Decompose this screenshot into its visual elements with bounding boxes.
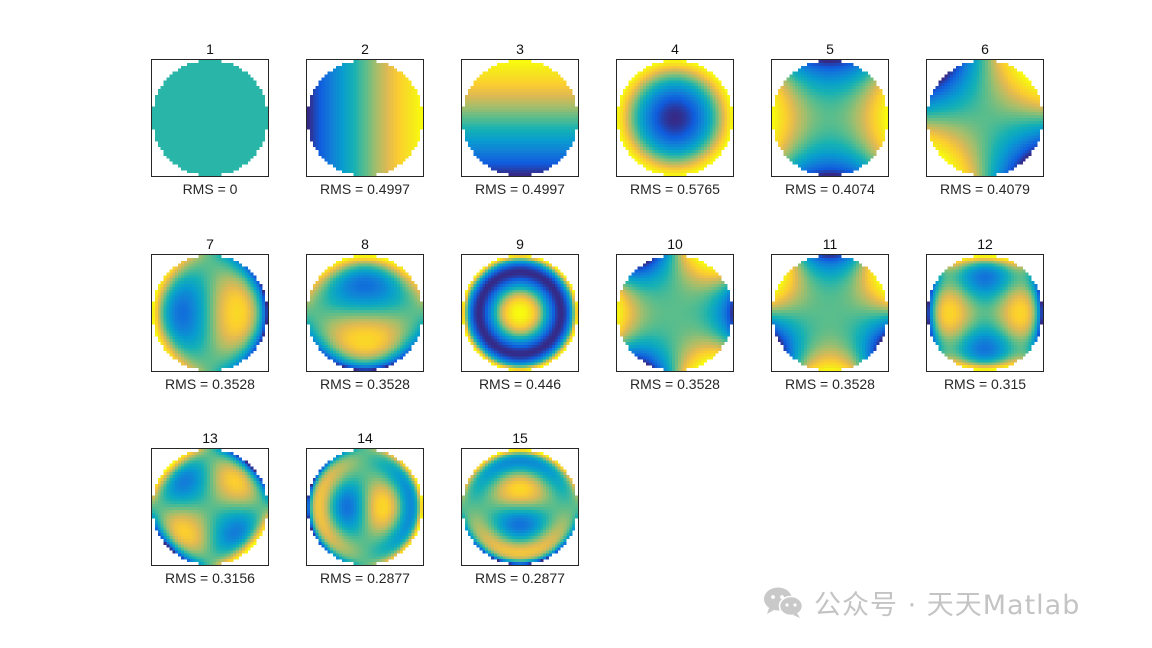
subplot-axes: [926, 59, 1044, 177]
subplot-title: 15: [512, 430, 528, 446]
subplot-10: 10 RMS = 0.3528: [616, 236, 734, 392]
subplot-3: 3 RMS = 0.4997: [461, 41, 579, 197]
subplot-title: 9: [516, 236, 524, 252]
zernike-surface: [772, 255, 888, 371]
subplot-title: 10: [667, 236, 683, 252]
subplot-title: 5: [826, 41, 834, 57]
rms-label: RMS = 0.446: [478, 376, 562, 392]
zernike-surface: [307, 449, 423, 565]
subplot-8: 8 RMS = 0.3528: [306, 236, 424, 392]
rms-label: RMS = 0.5765: [630, 181, 720, 197]
zernike-surface: [617, 255, 733, 371]
rms-label: RMS = 0.3528: [165, 376, 255, 392]
subplot-axes: [151, 59, 269, 177]
subplot-15: 15 RMS = 0.2877: [461, 430, 579, 586]
subplot-title: 4: [671, 41, 679, 57]
rms-label: RMS = 0.2877: [475, 570, 565, 586]
watermark: 公众号 · 天天Matlab: [762, 584, 1081, 621]
subplot-title: 14: [357, 430, 373, 446]
subplot-5: 5 RMS = 0.4074: [771, 41, 889, 197]
zernike-surface: [927, 60, 1043, 176]
subplot-title: 11: [822, 236, 838, 252]
subplot-axes: [306, 448, 424, 566]
subplot-axes: [926, 254, 1044, 372]
zernike-surface: [307, 255, 423, 371]
subplot-title: 2: [361, 41, 369, 57]
rms-label: RMS = 0.2877: [320, 570, 410, 586]
subplot-1: 1 RMS = 0: [151, 41, 269, 197]
rms-label: RMS = 0.3528: [630, 376, 720, 392]
subplot-7: 7 RMS = 0.3528: [151, 236, 269, 392]
zernike-surface: [152, 449, 268, 565]
rms-label: RMS = 0.4074: [785, 181, 875, 197]
zernike-surface: [462, 255, 578, 371]
subplot-9: 9 RMS = 0.446: [461, 236, 579, 392]
subplot-12: 12 RMS = 0.315: [926, 236, 1044, 392]
wechat-icon: [764, 587, 804, 618]
subplot-axes: [306, 254, 424, 372]
subplot-axes: [151, 254, 269, 372]
zernike-surface: [927, 255, 1043, 371]
subplot-title: 13: [202, 430, 218, 446]
rms-label: RMS = 0.315: [943, 376, 1027, 392]
subplot-title: 3: [516, 41, 524, 57]
rms-label: RMS = 0.3528: [785, 376, 875, 392]
subplot-2: 2 RMS = 0.4997: [306, 41, 424, 197]
subplot-11: 11 RMS = 0.3528: [771, 236, 889, 392]
subplot-axes: [461, 59, 579, 177]
zernike-surface: [617, 60, 733, 176]
subplot-6: 6 RMS = 0.4079: [926, 41, 1044, 197]
rms-label: RMS = 0.4997: [475, 181, 565, 197]
zernike-surface: [152, 60, 268, 176]
subplot-axes: [151, 448, 269, 566]
subplot-axes: [616, 59, 734, 177]
rms-label: RMS = 0.3156: [165, 570, 255, 586]
subplot-title: 12: [977, 236, 993, 252]
rms-label: RMS = 0.3528: [320, 376, 410, 392]
subplot-title: 1: [206, 41, 214, 57]
zernike-surface: [307, 60, 423, 176]
zernike-surface: [462, 60, 578, 176]
zernike-surface: [152, 255, 268, 371]
watermark-text: 公众号 · 天天Matlab: [814, 589, 1081, 621]
subplot-axes: [461, 254, 579, 372]
rms-label: RMS = 0: [182, 181, 238, 197]
subplot-axes: [306, 59, 424, 177]
rms-label: RMS = 0.4997: [320, 181, 410, 197]
subplot-axes: [461, 448, 579, 566]
subplot-4: 4 RMS = 0.5765: [616, 41, 734, 197]
subplot-axes: [616, 254, 734, 372]
subplot-title: 8: [361, 236, 369, 252]
subplot-13: 13 RMS = 0.3156: [151, 430, 269, 586]
subplot-title: 7: [206, 236, 214, 252]
subplot-14: 14 RMS = 0.2877: [306, 430, 424, 586]
rms-label: RMS = 0.4079: [940, 181, 1030, 197]
subplot-axes: [771, 254, 889, 372]
zernike-surface: [462, 449, 578, 565]
subplot-axes: [771, 59, 889, 177]
subplot-title: 6: [981, 41, 989, 57]
zernike-surface: [772, 60, 888, 176]
